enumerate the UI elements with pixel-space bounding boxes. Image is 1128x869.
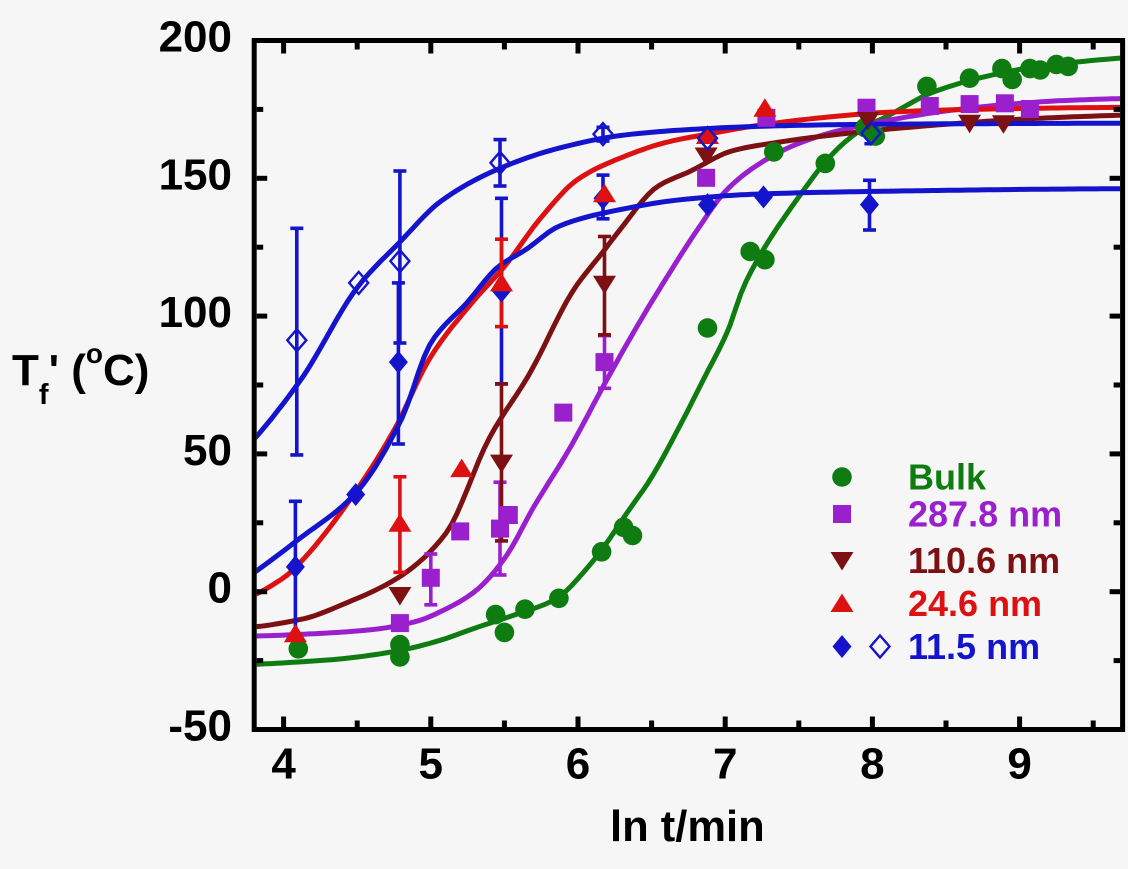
- svg-text:200: 200: [159, 13, 232, 62]
- svg-text:Bulk: Bulk: [908, 457, 987, 498]
- svg-text:7: 7: [713, 740, 737, 789]
- svg-text:110.6 nm: 110.6 nm: [908, 540, 1060, 581]
- svg-text:150: 150: [159, 150, 232, 199]
- svg-text:5: 5: [419, 740, 443, 789]
- svg-text:-50: -50: [168, 702, 232, 751]
- svg-text:287.8 nm: 287.8 nm: [908, 494, 1062, 535]
- svg-text:100: 100: [159, 288, 232, 337]
- svg-text:11.5 nm: 11.5 nm: [908, 626, 1040, 667]
- svg-text:0: 0: [208, 564, 232, 613]
- svg-text:9: 9: [1007, 740, 1031, 789]
- svg-text:50: 50: [183, 426, 232, 475]
- svg-text:24.6 nm: 24.6 nm: [908, 583, 1042, 624]
- svg-text:6: 6: [566, 740, 590, 789]
- svg-text:ln t/min: ln t/min: [610, 803, 765, 851]
- svg-text:4: 4: [271, 740, 296, 789]
- svg-text:8: 8: [860, 740, 884, 789]
